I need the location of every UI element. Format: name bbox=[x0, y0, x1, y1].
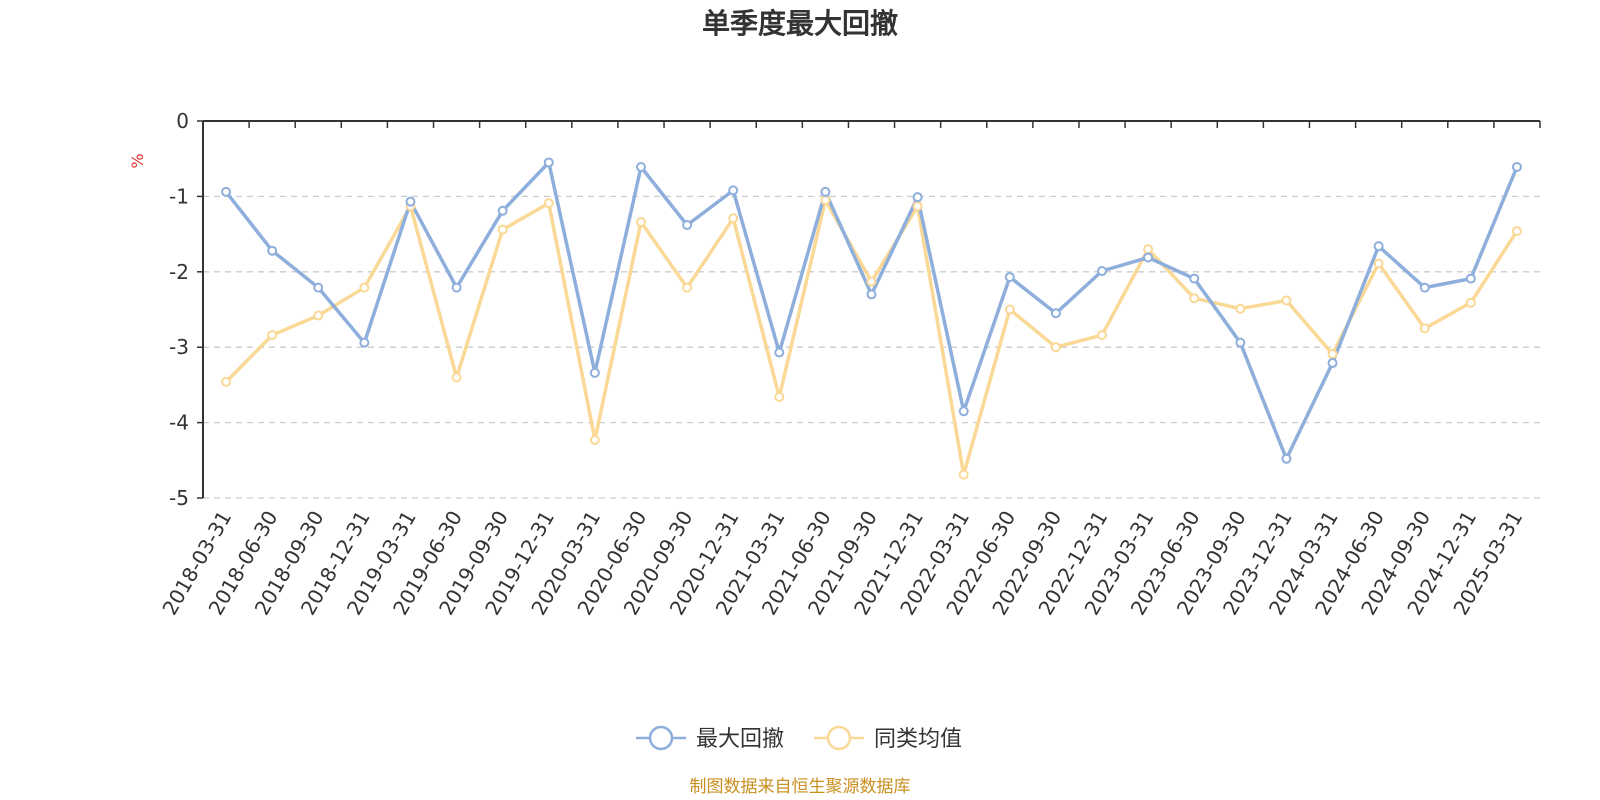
data-point[interactable] bbox=[359, 337, 370, 348]
data-point[interactable] bbox=[958, 469, 969, 480]
data-point[interactable] bbox=[1281, 295, 1292, 306]
data-point[interactable] bbox=[1373, 241, 1384, 252]
y-tick-labels: 0 -1 -2 -3 -4 -5 bbox=[169, 109, 189, 510]
data-point[interactable] bbox=[359, 282, 370, 293]
data-point[interactable] bbox=[543, 198, 554, 209]
data-point[interactable] bbox=[1419, 282, 1430, 293]
y-tick-label: -3 bbox=[169, 335, 189, 359]
data-point[interactable] bbox=[1189, 273, 1200, 284]
data-point[interactable] bbox=[1189, 293, 1200, 304]
legend-item[interactable]: 同类均值 bbox=[814, 725, 962, 752]
series-line bbox=[224, 198, 1519, 477]
data-point[interactable] bbox=[1327, 348, 1338, 359]
data-point[interactable] bbox=[1097, 330, 1108, 341]
data-point[interactable] bbox=[728, 213, 739, 224]
data-point[interactable] bbox=[820, 195, 831, 206]
data-point[interactable] bbox=[497, 205, 508, 216]
y-tick-label: 0 bbox=[176, 109, 189, 133]
y-tick-label: -1 bbox=[169, 184, 189, 208]
data-point[interactable] bbox=[1511, 226, 1522, 237]
data-point[interactable] bbox=[1050, 342, 1061, 353]
data-point[interactable] bbox=[589, 367, 600, 378]
legend-marker-icon bbox=[826, 725, 852, 751]
data-point[interactable] bbox=[405, 196, 416, 207]
data-point[interactable] bbox=[1419, 323, 1430, 334]
data-point[interactable] bbox=[774, 391, 785, 402]
data-point[interactable] bbox=[774, 347, 785, 358]
data-point[interactable] bbox=[1465, 273, 1476, 284]
data-point[interactable] bbox=[1235, 303, 1246, 314]
legend[interactable]: 最大回撤 同类均值 bbox=[636, 725, 962, 752]
legend-marker-icon bbox=[648, 725, 674, 751]
data-point[interactable] bbox=[451, 372, 462, 383]
source-note: 制图数据来自恒生聚源数据库 bbox=[690, 777, 911, 797]
data-point[interactable] bbox=[1465, 297, 1476, 308]
data-point[interactable] bbox=[866, 289, 877, 300]
y-tick-label: -5 bbox=[169, 486, 189, 510]
data-point[interactable] bbox=[682, 220, 693, 231]
data-point[interactable] bbox=[1281, 453, 1292, 464]
data-point[interactable] bbox=[1327, 358, 1338, 369]
data-point[interactable] bbox=[728, 185, 739, 196]
data-point[interactable] bbox=[497, 224, 508, 235]
data-point[interactable] bbox=[1373, 258, 1384, 269]
data-point[interactable] bbox=[635, 217, 646, 228]
axes bbox=[197, 120, 1541, 499]
legend-label: 最大回撤 bbox=[696, 727, 784, 752]
data-point[interactable] bbox=[912, 201, 923, 212]
data-point[interactable] bbox=[1511, 161, 1522, 172]
chart-title: 单季度最大回撤 bbox=[702, 7, 898, 40]
data-point[interactable] bbox=[1097, 266, 1108, 277]
y-axis-unit: % bbox=[128, 153, 147, 168]
data-point[interactable] bbox=[313, 282, 324, 293]
series-layer bbox=[221, 157, 1522, 480]
data-point[interactable] bbox=[267, 330, 278, 341]
grid-lines bbox=[203, 195, 1540, 499]
data-point[interactable] bbox=[958, 406, 969, 417]
data-point[interactable] bbox=[221, 376, 232, 387]
series-line bbox=[224, 160, 1519, 461]
data-point[interactable] bbox=[682, 282, 693, 293]
data-point[interactable] bbox=[820, 186, 831, 197]
data-point[interactable] bbox=[1004, 272, 1015, 283]
legend-item[interactable]: 最大回撤 bbox=[636, 725, 784, 752]
data-point[interactable] bbox=[313, 310, 324, 321]
data-point[interactable] bbox=[589, 434, 600, 445]
y-tick-label: -4 bbox=[169, 411, 189, 435]
data-point[interactable] bbox=[1143, 252, 1154, 263]
data-point[interactable] bbox=[267, 245, 278, 256]
data-point[interactable] bbox=[1004, 304, 1015, 315]
data-point[interactable] bbox=[912, 192, 923, 203]
y-tick-label: -2 bbox=[169, 260, 189, 284]
data-point[interactable] bbox=[543, 157, 554, 168]
data-point[interactable] bbox=[1143, 244, 1154, 255]
data-point[interactable] bbox=[221, 186, 232, 197]
data-point[interactable] bbox=[1235, 337, 1246, 348]
legend-label: 同类均值 bbox=[874, 727, 962, 752]
x-tick-labels: 2018-03-312018-06-302018-09-302018-12-31… bbox=[157, 507, 1527, 620]
data-point[interactable] bbox=[866, 276, 877, 287]
data-point[interactable] bbox=[451, 282, 462, 293]
data-point[interactable] bbox=[1050, 308, 1061, 319]
data-point[interactable] bbox=[635, 161, 646, 172]
